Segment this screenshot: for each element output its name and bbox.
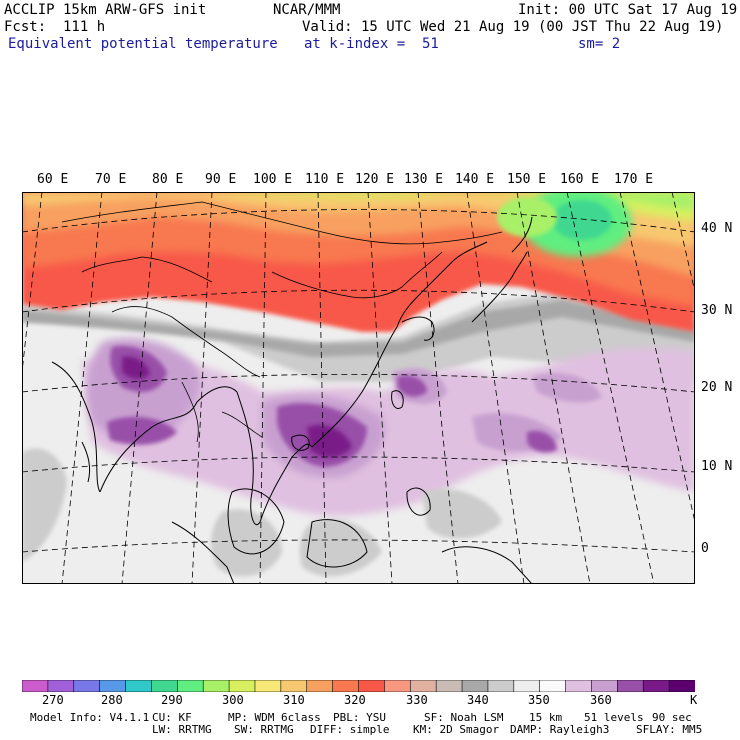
colorbar-swatch [435,680,463,692]
deepest-purple-scs [307,424,352,458]
light-green-zone [492,192,695,210]
lon-label: 160 E [560,172,600,187]
colorbar-swatch [125,680,153,692]
gray-land-west [22,448,67,562]
colorbar-swatch [409,680,437,692]
deep-purple-east [397,375,427,397]
colorbar-tick-label: 350 [528,693,550,707]
colorbar-tick-label: 290 [161,693,183,707]
colorbar-tick-label: 360 [590,693,612,707]
gray-land-south-2 [299,518,382,577]
colorbar-tick-label: 310 [283,693,305,707]
sflay-scheme: SFLAY: MM5 [636,723,703,736]
colorbar-swatch [280,680,308,692]
levels: 51 levels [584,711,644,724]
lon-label: 120 E [355,172,395,187]
diff-scheme: DIFF: simple [310,723,390,736]
lon-label: 70 E [95,172,127,187]
lw-scheme: LW: RRTMG [152,723,212,736]
colorbar-swatch [47,680,75,692]
colorbar-swatch [177,680,204,692]
lat-label: 0 [701,541,709,556]
map-frame [22,192,695,584]
colorbar-tick-label: 300 [222,693,244,707]
gray-land-east [422,488,502,539]
init-time: Init: 00 UTC Sat 17 Aug 19 [518,2,738,18]
green-core [552,200,612,240]
forecast-hour: Fcst: 111 h [4,19,106,35]
colorbar-tick-label: 280 [101,693,123,707]
lon-label: 90 E [205,172,237,187]
colorbar-swatch [668,680,695,692]
colorbar-swatch [73,680,101,692]
lat-label: 30 N [701,303,733,318]
resolution: 15 km [529,711,563,724]
smoothing-label: sm= 2 [578,36,621,52]
mid-purple-pacific-2 [532,373,602,403]
lat-label: 10 N [701,459,733,474]
km-scheme: KM: 2D Smagor [413,723,500,736]
colorbar-swatch [539,680,567,692]
dark-gray-band [22,300,695,357]
colorbar-swatch [513,680,541,692]
colorbar-swatch [306,680,334,692]
lon-label: 170 E [614,172,654,187]
lon-label: 150 E [507,172,547,187]
model-info: Model Info: V4.1.1 [30,711,150,724]
colorbar-swatch [565,680,593,692]
lat-label: 20 N [701,380,733,395]
lon-label: 100 E [253,172,293,187]
sf-scheme: SF: Noah LSM [424,711,504,724]
colorbar-swatch [332,680,360,692]
colorbar-swatch [254,680,282,692]
deepest-purple-india [122,356,150,380]
colorbar-tick-label: 340 [467,693,489,707]
model-title: ACCLIP 15km ARW-GFS init [4,2,207,18]
timestep: 90 sec [652,711,692,724]
colorbar-unit: K [690,693,698,707]
theta-e-map [22,192,695,584]
green-edge [497,197,557,237]
deep-purple-pacific [527,430,557,453]
colorbar-swatch [384,680,412,692]
field-name: Equivalent potential temperature [8,36,278,52]
colorbar-swatch [151,680,179,692]
colorbar-swatch [99,680,127,692]
colorbar-swatch [461,680,489,692]
country-borders [61,201,503,443]
org-label: NCAR/MMM [273,2,341,18]
colorbar-swatch [642,680,670,692]
deep-purple-bay [107,416,177,445]
colorbar-swatch [358,680,386,692]
graticule [22,192,695,584]
lon-label: 80 E [152,172,184,187]
lat-label: 40 N [701,221,733,236]
lon-label: 130 E [404,172,444,187]
colorbar-tick-label: 270 [42,693,64,707]
valid-time: Valid: 15 UTC Wed 21 Aug 19 (00 JST Thu … [302,19,724,35]
colorbar-swatch [22,680,49,692]
colorbar-tick-label: 330 [406,693,428,707]
sw-scheme: SW: RRTMG [234,723,294,736]
colorbar-swatch [617,680,645,692]
mp-scheme: MP: WDM 6class [228,711,321,724]
colorbar-swatch [202,680,230,692]
colorbar-swatch [591,680,619,692]
pbl-scheme: PBL: YSU [333,711,386,724]
cu-scheme: CU: KF [152,711,192,724]
colorbar-swatch [487,680,515,692]
damp-scheme: DAMP: Rayleigh3 [510,723,610,736]
colorbar [22,680,695,692]
colorbar-tick-label: 320 [344,693,366,707]
lon-label: 110 E [305,172,345,187]
lon-label: 140 E [455,172,495,187]
colorbar-swatch [228,680,256,692]
level-label: at k-index = 51 [304,36,439,52]
lon-label: 60 E [37,172,69,187]
